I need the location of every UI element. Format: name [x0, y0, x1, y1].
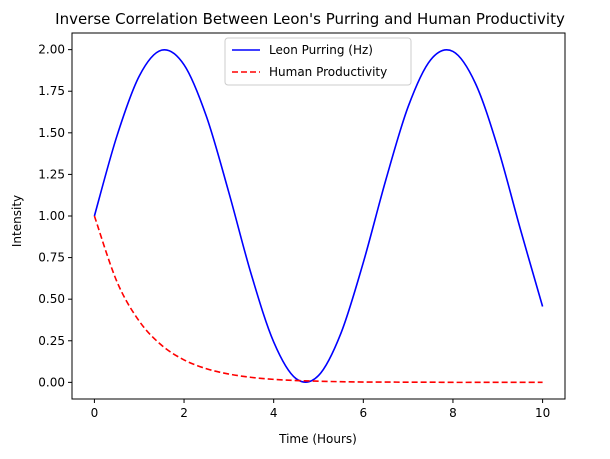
x-tick-label: 6: [359, 406, 367, 420]
x-tick-label: 10: [535, 406, 550, 420]
y-tick-label: 0.75: [38, 251, 65, 265]
axes-frame: [71, 32, 566, 400]
x-tick-label: 2: [180, 406, 188, 420]
plot-area: 0 2 4 6 8 10 0.00 0.25 0.50 0.75 1.00 1.25 1.50 1.75 2…: [38, 32, 566, 420]
y-tick-label: 1.25: [38, 167, 65, 181]
y-tick-label: 0.00: [38, 375, 65, 389]
x-axis-label: Time (Hours): [278, 432, 357, 446]
legend-box: [224, 37, 412, 86]
x-tick-label: 8: [449, 406, 457, 420]
legend: Leon Purring (Hz) Human Productivity: [224, 37, 412, 86]
y-axis-label: Intensity: [10, 195, 24, 247]
y-tick-label: 0.50: [38, 292, 65, 306]
series-line-2: [93, 215, 543, 384]
y-tick-label: 1.00: [38, 209, 65, 223]
chart-title: Inverse Correlation Between Leon's Purri…: [55, 10, 565, 28]
x-tick-label: 0: [91, 406, 99, 420]
legend-label-2: Human Productivity: [269, 65, 387, 79]
y-tick-label: 2.00: [38, 43, 65, 57]
x-tick-label: 4: [270, 406, 278, 420]
legend-label-1: Leon Purring (Hz): [269, 43, 373, 57]
y-tick-label: 0.25: [38, 334, 65, 348]
series-line-1: [93, 48, 544, 383]
y-tick-label: 1.75: [38, 84, 65, 98]
y-tick-label: 1.50: [38, 126, 65, 140]
